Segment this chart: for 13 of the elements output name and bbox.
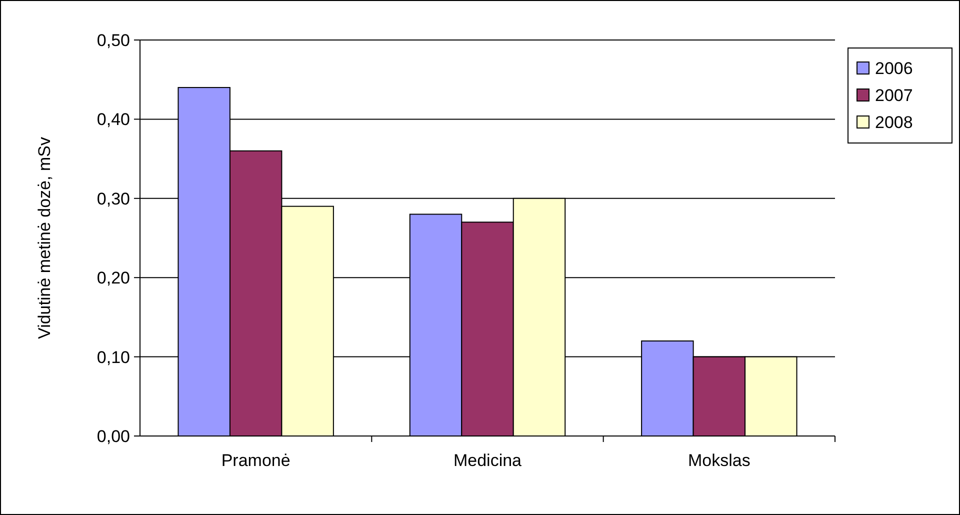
y-tick-label: 0,50: [96, 30, 130, 50]
x-tick-label: Medicina: [453, 451, 522, 470]
y-tick-label: 0,10: [96, 348, 130, 367]
y-tick-label: 0,20: [96, 268, 130, 288]
y-tick-label: 0,00: [96, 426, 130, 446]
y-axis-title: Vidutinė metinė dozė, mSv: [35, 136, 54, 339]
x-tick-label: Mokslas: [688, 451, 750, 470]
legend-label: 2008: [875, 112, 913, 132]
y-tick-label: 0,30: [96, 189, 130, 208]
y-tick-label: 0,40: [96, 110, 130, 130]
legend-label: 2006: [875, 58, 913, 78]
legend-label: 2007: [875, 86, 913, 105]
x-tick-label: Pramonė: [221, 451, 290, 470]
